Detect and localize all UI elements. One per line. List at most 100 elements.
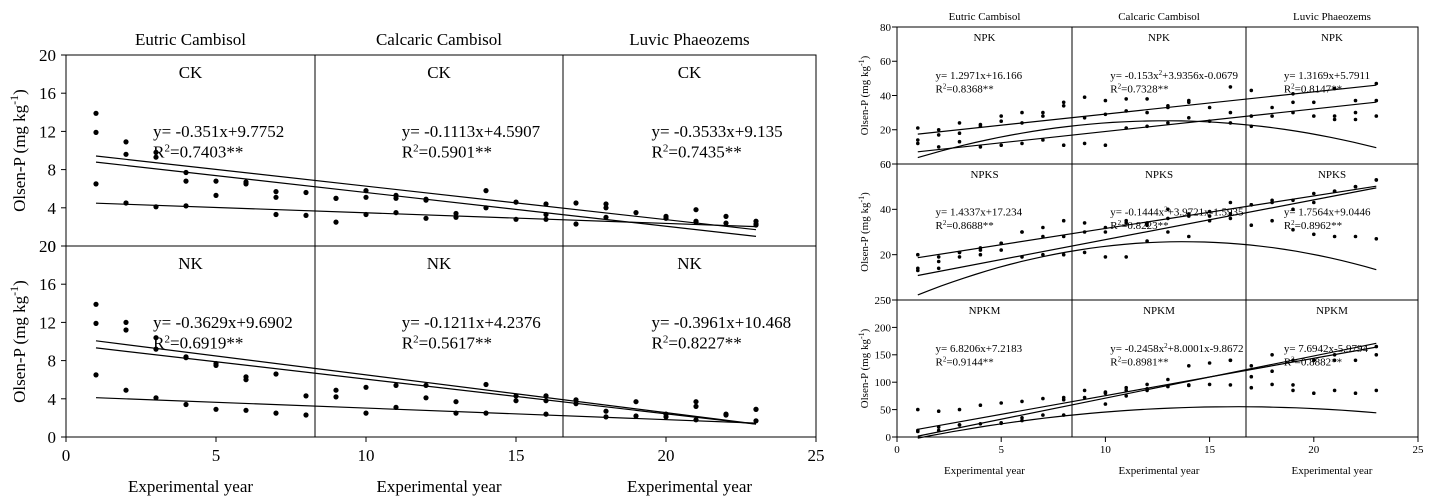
data-point [1061, 218, 1066, 223]
data-point [957, 121, 962, 125]
data-point [1228, 200, 1233, 205]
r-squared: R2=0.8147** [1284, 82, 1342, 95]
data-point [957, 131, 962, 135]
data-point [978, 403, 983, 408]
x-tick-label: 5 [212, 446, 221, 465]
data-point [93, 129, 99, 135]
y-tick-label: 50 [880, 404, 892, 416]
data-point [1082, 141, 1087, 146]
data-point [1332, 353, 1337, 357]
data-point [1353, 391, 1358, 396]
y-tick-label: 20 [880, 250, 892, 262]
data-point [543, 216, 549, 222]
data-point [1145, 110, 1149, 115]
data-point [603, 201, 609, 207]
data-point [1207, 119, 1212, 123]
data-point [1166, 105, 1170, 110]
data-point [1041, 396, 1045, 401]
data-point [723, 220, 729, 226]
data-point [1207, 361, 1212, 365]
panel-title: NPK [973, 32, 995, 44]
data-point [1374, 81, 1379, 86]
r-squared: R2=0.8981** [1110, 355, 1168, 368]
panel-title: NPKM [969, 305, 1001, 317]
data-point [999, 241, 1003, 246]
x-tick-label: 15 [508, 446, 525, 465]
data-point [573, 221, 579, 227]
regression-line [95, 340, 757, 425]
data-point [1041, 252, 1045, 257]
regression-equation: y= 1.4337x+17.234 [936, 207, 1023, 219]
data-point [573, 401, 579, 407]
data-point [753, 418, 759, 424]
y-tick-label: 0 [886, 159, 892, 171]
y-axis-label: Olsen-P (mg kg-1) [857, 55, 872, 135]
regression-line [95, 202, 757, 228]
y-tick-label: 0 [48, 237, 57, 256]
data-point [1312, 200, 1316, 205]
panel-title: NPK [1148, 32, 1170, 44]
regression-line [917, 406, 1377, 439]
data-point [363, 410, 369, 416]
data-point [1041, 138, 1045, 142]
y-axis-label: Olsen-P (mg kg-1) [857, 192, 872, 272]
data-point [93, 110, 99, 116]
y-tick-label: 16 [39, 84, 56, 103]
data-point [213, 360, 219, 367]
data-point [693, 417, 699, 423]
y-tick-label: 12 [39, 122, 56, 141]
data-point [423, 382, 429, 388]
data-point [916, 138, 920, 142]
r-squared: R2=0.8368** [936, 82, 994, 95]
data-point [1082, 388, 1087, 393]
y-axis-label: Olsen-P (mg kg-1) [7, 89, 29, 212]
data-point [213, 178, 219, 184]
r-squared: R2=0.7403** [153, 143, 243, 162]
panel-frame [562, 245, 817, 438]
data-point [1228, 358, 1233, 363]
x-axis-label: Experimental year [128, 477, 253, 496]
data-point [1187, 116, 1191, 120]
x-tick-label: 10 [1100, 444, 1112, 456]
panel-frame [1071, 299, 1247, 438]
data-point [1312, 391, 1316, 396]
data-point [483, 381, 489, 388]
data-point [1312, 100, 1316, 105]
data-point [123, 319, 129, 325]
regression-equation: y= 1.3169x+5.7911 [1284, 70, 1370, 82]
data-point [1291, 383, 1295, 387]
data-point [1207, 382, 1212, 387]
data-point [1312, 358, 1316, 363]
data-point [363, 194, 369, 200]
data-point [1020, 230, 1024, 234]
data-point [1145, 239, 1149, 243]
x-tick-label: 5 [998, 444, 1004, 456]
data-point [1228, 85, 1233, 89]
data-point [1145, 382, 1149, 387]
y-tick-label: 60 [880, 159, 892, 171]
data-point [936, 428, 941, 433]
regression-line [95, 155, 757, 231]
panel-title: CK [179, 63, 203, 82]
x-axis-label: Experimental year [376, 477, 501, 496]
data-point [916, 141, 920, 146]
data-point [213, 192, 219, 198]
data-point [153, 204, 159, 210]
panel-frame [1245, 26, 1419, 165]
panel-title: NPK [1321, 32, 1343, 44]
data-point [999, 114, 1003, 118]
data-point [1061, 252, 1066, 257]
data-point [978, 145, 983, 149]
data-point [957, 255, 962, 259]
x-axis-label: Experimental year [1292, 465, 1373, 477]
data-point [1249, 385, 1254, 390]
column-title: Calcaric Cambisol [1118, 11, 1200, 23]
data-point [1374, 353, 1379, 357]
y-tick-label: 60 [880, 56, 892, 68]
x-tick-label: 20 [1308, 444, 1320, 456]
